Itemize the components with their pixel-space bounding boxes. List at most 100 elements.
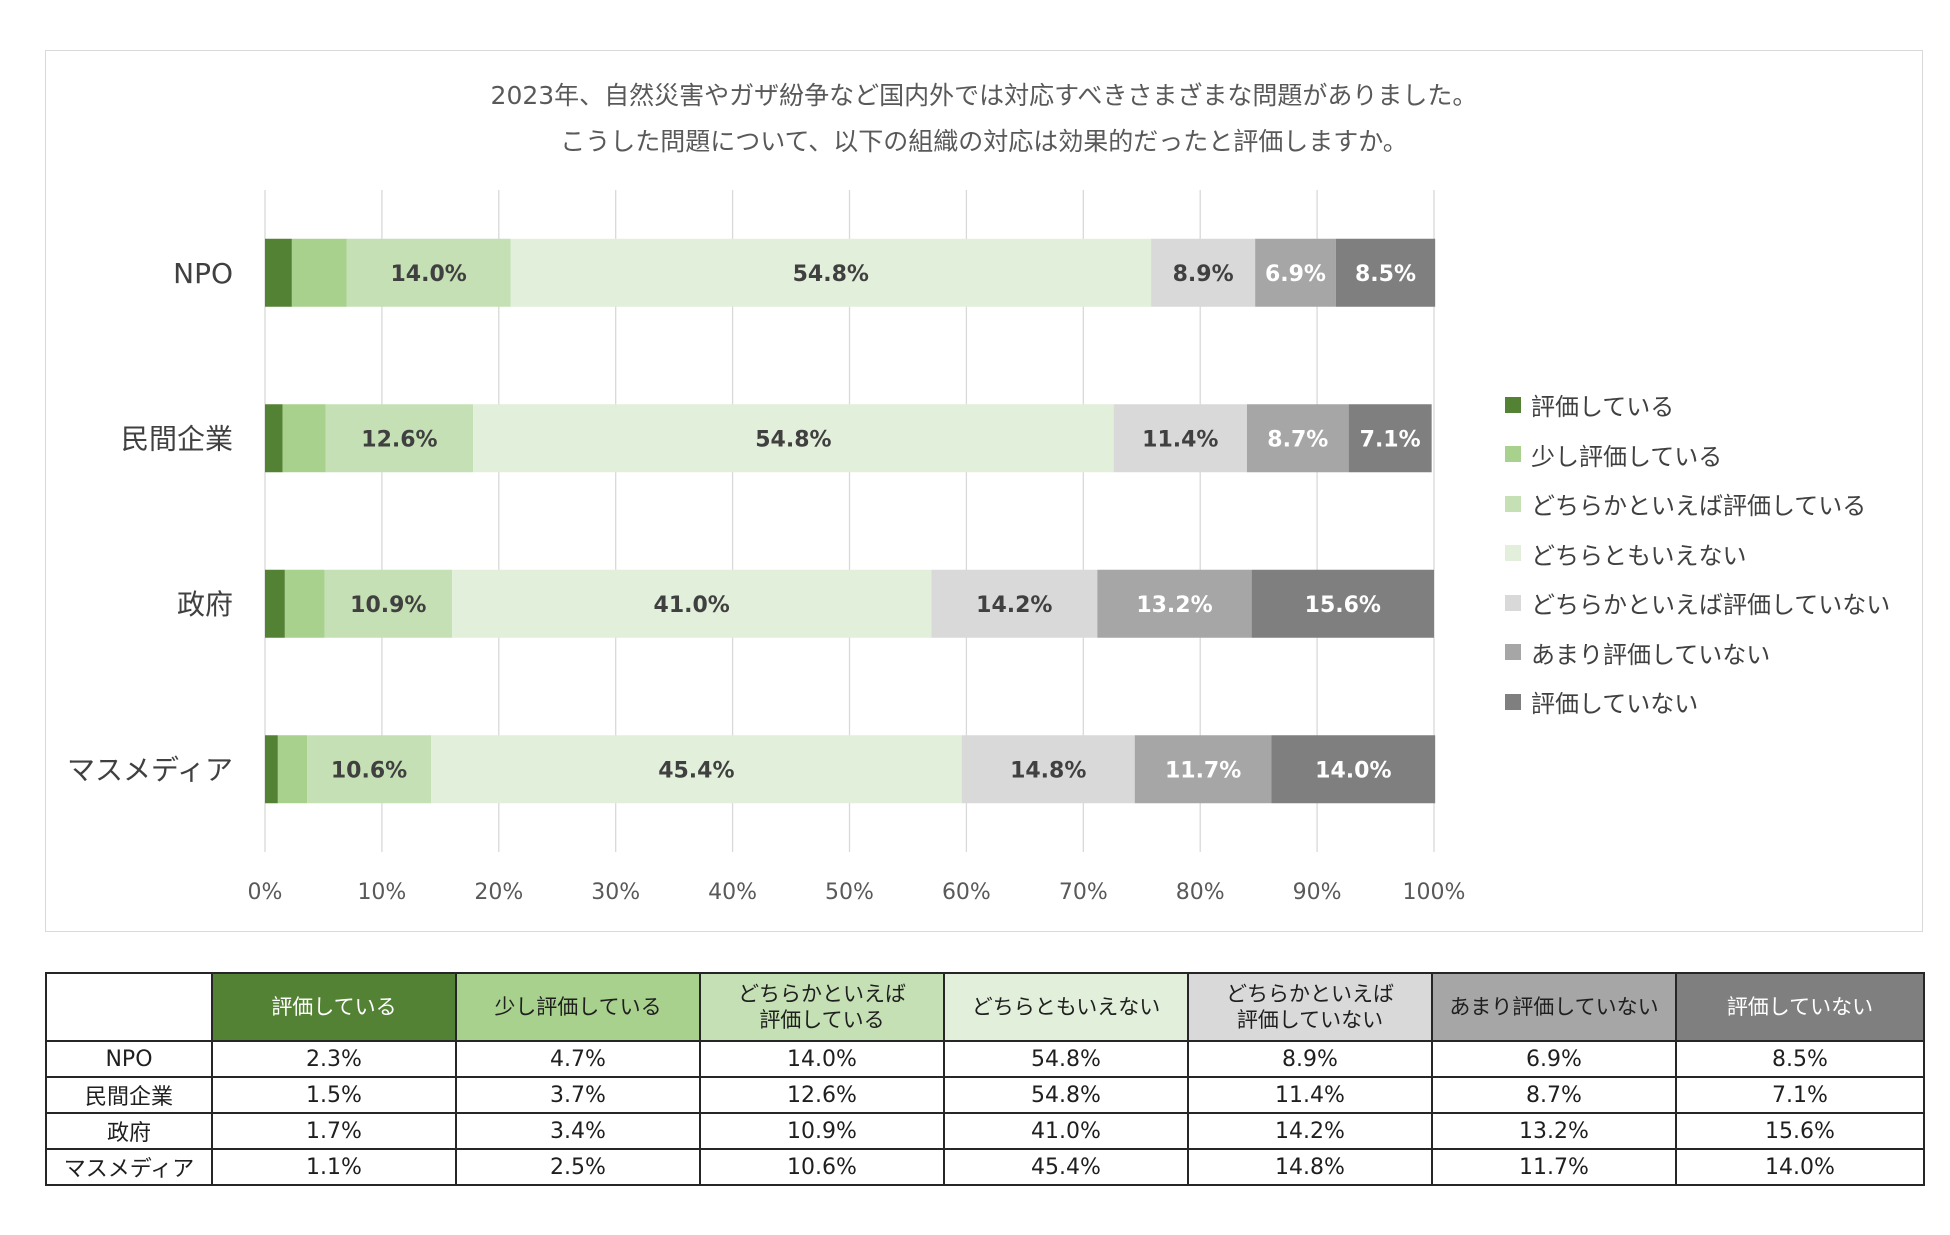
table-cell: 4.7%	[455, 1040, 701, 1078]
x-tick-label: 100%	[1403, 880, 1466, 905]
data-label: 14.2%	[976, 593, 1052, 618]
table-cell: 2.3%	[211, 1040, 457, 1078]
data-label: 11.4%	[1142, 427, 1218, 452]
data-label: 12.6%	[361, 427, 437, 452]
table-row: マスメディア 1.1% 2.5% 10.6% 45.4% 14.8% 11.7% 14.0%	[45, 1148, 1925, 1186]
x-tick-label: 70%	[1059, 880, 1108, 905]
data-label: 7.1%	[1360, 427, 1421, 452]
category-label: 民間企業	[121, 422, 233, 455]
table-cell: 1.5%	[211, 1076, 457, 1114]
x-tick-label: 80%	[1176, 880, 1225, 905]
stacked-bar-chart: 0% 10% 20% 30% 40% 50% 60% 70% 80% 90% 100% NPO 14.0…	[67, 190, 1466, 905]
bar-segment	[1335, 238, 1436, 307]
table-cell: 12.6%	[699, 1076, 945, 1114]
data-label: 14.0%	[1315, 758, 1391, 783]
table-cell: 2.5%	[455, 1148, 701, 1186]
x-tick-label: 20%	[474, 880, 523, 905]
table-header-text: どちらともいえない	[971, 995, 1161, 1019]
bar-segment	[1134, 735, 1272, 804]
table-header-cell: 評価している	[211, 972, 457, 1042]
table-cell: 41.0%	[943, 1112, 1189, 1150]
bar-segment	[1255, 238, 1336, 307]
legend-item: どちらともいえない	[1505, 529, 1890, 579]
table-cell: 10.6%	[699, 1148, 945, 1186]
table-row: 政府 1.7% 3.4% 10.9% 41.0% 14.2% 13.2% 15.6%	[45, 1112, 1925, 1150]
x-tick-label: 50%	[825, 880, 874, 905]
bar-segment	[1271, 735, 1436, 804]
bar-segment	[277, 735, 308, 804]
legend-swatch	[1505, 545, 1521, 562]
category-label: 政府	[177, 588, 233, 621]
table-header-text: あまり評価していない	[1449, 995, 1659, 1019]
table-cell: 3.7%	[455, 1076, 701, 1114]
category-label: NPO	[173, 257, 233, 290]
bar-segment	[1348, 404, 1432, 473]
table-cell: 15.6%	[1675, 1112, 1925, 1150]
data-table: 評価している 少し評価している どちらかといえば 評価している どちらともいえない どちら…	[45, 972, 1925, 1186]
category-label: マスメディア	[67, 753, 233, 786]
table-header-text: 評価していない	[1726, 995, 1874, 1019]
table-header-text: どちらかといえば	[1226, 982, 1394, 1006]
bar-segment	[324, 569, 453, 638]
data-label: 6.9%	[1265, 262, 1326, 287]
table-cell: 6.9%	[1431, 1040, 1677, 1078]
bar-segment	[473, 404, 1114, 473]
bar-segment	[325, 404, 474, 473]
legend-label: あまり評価していない	[1531, 640, 1771, 669]
table-cell: 14.0%	[1675, 1148, 1925, 1186]
bar-segment	[346, 238, 511, 307]
chart-subtitle: こうした問題について、以下の組織の対応は効果的だったと評価しますか。	[560, 127, 1408, 156]
data-label: 8.9%	[1173, 262, 1234, 287]
chart-title: 2023年、自然災害やガザ紛争など国内外では対応すべきさまざまな問題がありました…	[490, 81, 1478, 110]
legend-label: どちらかといえば評価していない	[1531, 591, 1891, 620]
legend-item: あまり評価していない	[1505, 628, 1890, 678]
legend-swatch	[1505, 644, 1521, 661]
legend-label: 評価していない	[1531, 690, 1699, 719]
bar-segment	[307, 735, 431, 804]
table-header-cell: どちらともいえない	[943, 972, 1189, 1042]
bar-segment	[1113, 404, 1247, 473]
bar-segment	[510, 238, 1152, 307]
table-cell: 7.1%	[1675, 1076, 1925, 1114]
table-header-cell: 少し評価している	[455, 972, 701, 1042]
chart-frame	[45, 50, 1923, 932]
table-cell: 8.7%	[1431, 1076, 1677, 1114]
table-cell: 1.7%	[211, 1112, 457, 1150]
table-cell: 8.5%	[1675, 1040, 1925, 1078]
table-cell: 45.4%	[943, 1148, 1189, 1186]
data-label: 8.5%	[1355, 262, 1416, 287]
table-cell: 11.7%	[1431, 1148, 1677, 1186]
data-label: 14.8%	[1010, 758, 1086, 783]
data-label: 54.8%	[793, 262, 869, 287]
data-label: 14.0%	[390, 262, 466, 287]
table-row-label: マスメディア	[45, 1148, 213, 1186]
bar-segment	[265, 735, 278, 804]
legend-item: 評価していない	[1505, 677, 1890, 727]
table-cell: 13.2%	[1431, 1112, 1677, 1150]
bar-segment	[452, 569, 932, 638]
table-header-cell: どちらかといえば 評価していない	[1187, 972, 1433, 1042]
bar-segment	[265, 569, 285, 638]
data-label: 41.0%	[654, 593, 730, 618]
bar-segment	[430, 735, 962, 804]
data-label: 11.7%	[1165, 758, 1241, 783]
table-header-text: 評価している	[271, 995, 397, 1019]
bar-segment	[265, 238, 292, 307]
bar-segment	[1246, 404, 1349, 473]
table-cell: 11.4%	[1187, 1076, 1433, 1114]
data-label: 13.2%	[1136, 593, 1212, 618]
table-row-label: 政府	[45, 1112, 213, 1150]
table-header-cell: 評価していない	[1675, 972, 1925, 1042]
legend-swatch	[1505, 495, 1521, 512]
bar-segment	[282, 404, 326, 473]
table-cell: 8.9%	[1187, 1040, 1433, 1078]
table-cell: 54.8%	[943, 1040, 1189, 1078]
data-label: 15.6%	[1305, 593, 1381, 618]
table-cell: 3.4%	[455, 1112, 701, 1150]
table-cell: 14.8%	[1187, 1148, 1433, 1186]
data-label: 8.7%	[1267, 427, 1328, 452]
legend-label: 評価している	[1531, 393, 1675, 422]
table-header-cell: どちらかといえば 評価している	[699, 972, 945, 1042]
table-cell: 14.0%	[699, 1040, 945, 1078]
x-tick-label: 90%	[1293, 880, 1342, 905]
